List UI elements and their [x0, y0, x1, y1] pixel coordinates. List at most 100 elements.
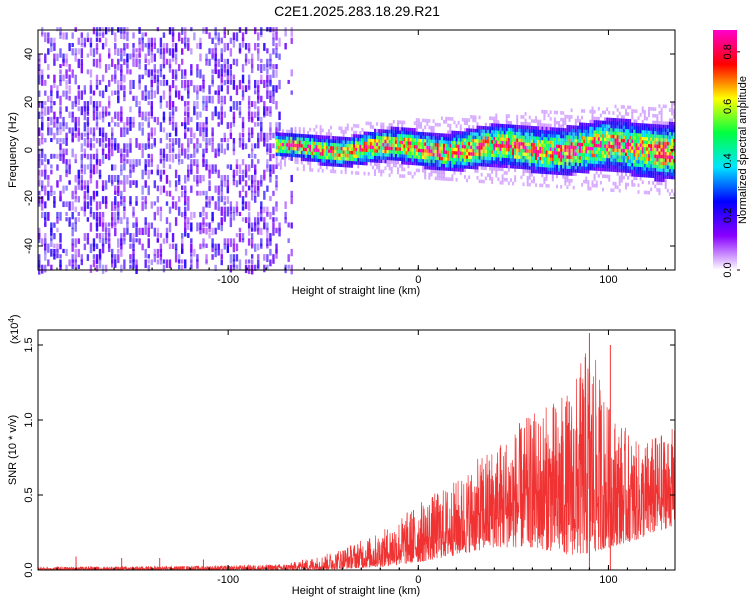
- heatmap-cell-2370: [409, 131, 412, 135]
- heatmap-cell-2583: [440, 133, 443, 137]
- heatmap-cell-1624: [278, 37, 281, 47]
- heatmap-cell-1459: [254, 27, 257, 35]
- heatmap-cell-3515: [564, 181, 567, 186]
- heatmap-cell-2943: [493, 156, 496, 161]
- heatmap-cell-732: [144, 169, 147, 176]
- heatmap-cell-3288: [537, 163, 540, 167]
- heatmap-cell-1704: [286, 132, 289, 137]
- heatmap-cell-1217: [220, 222, 223, 232]
- heatmap-cell-3675: [583, 169, 586, 174]
- heatmap-cell-3664: [581, 146, 584, 150]
- heatmap-cell-1481: [257, 85, 260, 93]
- heatmap-cell-3819: [597, 116, 600, 121]
- heatmap-cell-2291: [397, 123, 400, 128]
- heatmap-cell-1149: [208, 95, 211, 104]
- heatmap-cell-1929: [334, 159, 337, 164]
- heatmap-cell-3352: [543, 126, 546, 131]
- heatmap-cell-2110: [367, 131, 370, 136]
- heatmap-cell-3255: [532, 166, 535, 170]
- heatmap-cell-3476: [558, 124, 561, 128]
- heatmap-cell-2320: [401, 123, 404, 128]
- heatmap-cell-1719: [290, 143, 293, 147]
- heatmap-cell-3341: [543, 163, 546, 168]
- heatmap-cell-2463: [424, 138, 427, 143]
- heatmap-cell-3033: [503, 137, 506, 142]
- heatmap-cell-4318: [652, 120, 655, 125]
- heatmap-cell-51: [44, 238, 47, 246]
- heatmap-cell-1708: [288, 149, 291, 154]
- heatmap-cell-2938: [491, 123, 494, 127]
- heatmap-cell-1774: [302, 147, 305, 152]
- heatmap-cell-1338: [238, 190, 242, 198]
- heatmap-cell-2538: [434, 132, 437, 137]
- heatmap-cell-331: [86, 138, 90, 148]
- heatmap-cell-360: [89, 69, 93, 78]
- heatmap-cell-3019: [501, 134, 504, 138]
- heatmap-cell-875: [165, 174, 169, 184]
- heatmap-cell-1352: [241, 238, 245, 243]
- heatmap-cell-1364: [241, 132, 245, 138]
- heatmap-cell-2118: [369, 141, 372, 146]
- heatmap-cell-4440: [664, 148, 667, 152]
- heatmap-cell-420: [98, 211, 102, 219]
- heatmap-cell-4229: [643, 160, 646, 164]
- heatmap-cell-4226: [643, 170, 646, 175]
- heatmap-cell-1989: [344, 136, 347, 141]
- heatmap-cell-1392: [247, 238, 251, 246]
- heatmap-cell-1438: [250, 53, 254, 60]
- heatmap-cell-2888: [484, 132, 487, 137]
- heatmap-cell-4191: [639, 160, 642, 164]
- heatmap-cell-4185: [637, 116, 640, 120]
- heatmap-cell-2878: [484, 166, 487, 171]
- heatmap-cell-3362: [545, 163, 548, 168]
- heatmap-cell-1110: [202, 101, 205, 111]
- heatmap-cell-980: [184, 259, 187, 269]
- heatmap-cell-1815: [311, 148, 314, 152]
- heatmap-cell-4379: [658, 137, 661, 142]
- heatmap-cell-1808: [309, 137, 312, 142]
- heatmap-cell-2111: [367, 121, 370, 126]
- heatmap-cell-1713: [288, 133, 291, 137]
- heatmap-cell-552: [117, 143, 120, 149]
- heatmap-cell-2760: [468, 175, 471, 180]
- heatmap-cell-3198: [526, 182, 529, 187]
- heatmap-cell-1388: [244, 42, 248, 50]
- heatmap-cell-1752: [298, 150, 301, 155]
- heatmap-cell-1664: [277, 145, 280, 150]
- heatmap-cell-2713: [459, 131, 462, 135]
- heatmap-cell-1058: [193, 101, 196, 108]
- heatmap-cell-2725: [461, 138, 464, 142]
- heatmap-cell-2073: [361, 148, 364, 152]
- heatmap-cell-698: [138, 101, 141, 106]
- heatmap-cell-1972: [342, 150, 345, 154]
- heatmap-cell-812: [156, 227, 160, 237]
- heatmap-cell-2537: [434, 136, 437, 140]
- heatmap-cell-94: [50, 164, 53, 169]
- heatmap-cell-4450: [666, 188, 669, 193]
- heatmap-cell-308: [83, 153, 87, 159]
- heatmap-cell-1012: [187, 174, 190, 182]
- heatmap-cell-1970: [342, 156, 345, 161]
- heatmap-cell-4267: [647, 164, 650, 168]
- heatmap-cell-1045: [190, 79, 193, 87]
- heatmap-cell-3982: [616, 124, 619, 129]
- heatmap-cell-344: [89, 243, 93, 254]
- heatmap-cell-2705: [459, 158, 462, 162]
- heatmap-cell-2426: [420, 162, 423, 166]
- heatmap-cell-1420: [250, 238, 254, 248]
- heatmap-cell-86: [50, 248, 53, 257]
- heatmap-cell-98: [50, 116, 53, 126]
- heatmap-cell-1534: [266, 164, 269, 172]
- heatmap-cell-3729: [589, 160, 592, 164]
- heatmap-cell-4268: [647, 160, 650, 165]
- heatmap-cell-737: [144, 111, 147, 118]
- heatmap-cell-198: [65, 69, 68, 79]
- heatmap-cell-1608: [275, 85, 278, 93]
- heatmap-cell-2150: [376, 159, 379, 163]
- heatmap-cell-1323: [235, 211, 239, 216]
- heatmap-cell-1061: [196, 259, 199, 269]
- heatmap-cell-3866: [604, 140, 607, 145]
- heatmap-cell-1313: [232, 101, 236, 110]
- heatmap-cell-1504: [260, 64, 263, 74]
- heatmap-cell-1028: [190, 264, 193, 270]
